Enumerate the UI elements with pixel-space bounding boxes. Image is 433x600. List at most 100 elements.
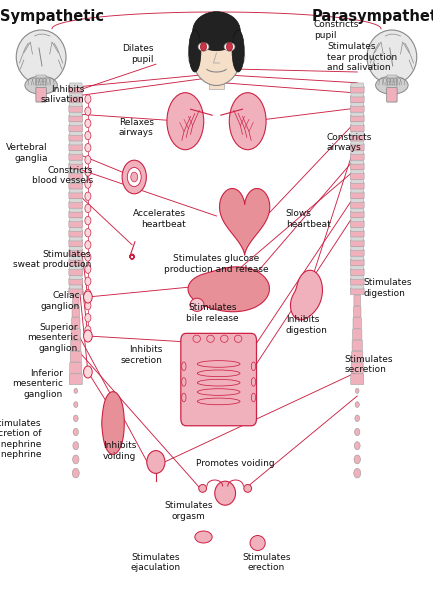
Circle shape xyxy=(85,253,91,261)
Circle shape xyxy=(355,401,359,407)
Bar xyxy=(387,82,397,85)
Circle shape xyxy=(85,326,91,334)
FancyBboxPatch shape xyxy=(69,154,83,160)
FancyBboxPatch shape xyxy=(69,236,82,241)
FancyBboxPatch shape xyxy=(350,96,364,103)
FancyBboxPatch shape xyxy=(69,179,82,184)
FancyBboxPatch shape xyxy=(350,192,364,199)
Ellipse shape xyxy=(193,335,200,343)
FancyBboxPatch shape xyxy=(351,160,364,164)
FancyBboxPatch shape xyxy=(69,265,82,270)
FancyBboxPatch shape xyxy=(351,140,364,145)
Bar xyxy=(36,82,46,85)
Text: Sympathetic: Sympathetic xyxy=(0,9,104,24)
Bar xyxy=(36,92,46,95)
FancyBboxPatch shape xyxy=(69,150,82,155)
Text: Inferior
mesenteric
ganglion: Inferior mesenteric ganglion xyxy=(12,369,63,399)
Text: Constricts
pupil: Constricts pupil xyxy=(314,20,359,40)
FancyBboxPatch shape xyxy=(350,154,364,160)
FancyBboxPatch shape xyxy=(350,125,364,131)
Circle shape xyxy=(74,415,78,422)
Polygon shape xyxy=(188,267,269,312)
FancyBboxPatch shape xyxy=(351,208,364,212)
FancyBboxPatch shape xyxy=(69,202,83,208)
Circle shape xyxy=(85,168,91,176)
FancyBboxPatch shape xyxy=(351,188,364,193)
Circle shape xyxy=(85,180,91,188)
FancyBboxPatch shape xyxy=(351,275,364,280)
Ellipse shape xyxy=(147,451,165,473)
FancyBboxPatch shape xyxy=(69,134,83,141)
Circle shape xyxy=(127,167,141,187)
Ellipse shape xyxy=(193,11,240,50)
FancyBboxPatch shape xyxy=(69,102,82,107)
FancyBboxPatch shape xyxy=(69,169,82,174)
FancyBboxPatch shape xyxy=(69,217,82,222)
Bar xyxy=(387,79,397,82)
Ellipse shape xyxy=(25,76,57,94)
FancyBboxPatch shape xyxy=(351,227,364,232)
Text: Inhibits
voiding: Inhibits voiding xyxy=(103,442,136,461)
Polygon shape xyxy=(291,270,323,320)
FancyBboxPatch shape xyxy=(69,188,82,193)
Text: Stimulates
erection: Stimulates erection xyxy=(242,553,291,572)
FancyBboxPatch shape xyxy=(350,106,364,112)
FancyBboxPatch shape xyxy=(69,121,82,126)
FancyBboxPatch shape xyxy=(350,269,364,275)
FancyBboxPatch shape xyxy=(351,284,364,289)
Circle shape xyxy=(73,442,79,450)
FancyBboxPatch shape xyxy=(69,83,82,88)
Circle shape xyxy=(355,428,360,436)
FancyBboxPatch shape xyxy=(69,275,82,280)
Ellipse shape xyxy=(239,50,245,64)
Text: Stimulates
bile release: Stimulates bile release xyxy=(186,304,239,323)
FancyBboxPatch shape xyxy=(350,163,364,170)
Text: Relaxes
airways: Relaxes airways xyxy=(119,118,154,137)
FancyBboxPatch shape xyxy=(351,83,364,88)
FancyBboxPatch shape xyxy=(352,329,362,340)
FancyBboxPatch shape xyxy=(69,240,83,247)
FancyBboxPatch shape xyxy=(352,352,363,362)
Circle shape xyxy=(85,131,91,140)
Circle shape xyxy=(85,277,91,286)
FancyBboxPatch shape xyxy=(69,250,83,256)
Polygon shape xyxy=(102,392,124,454)
Ellipse shape xyxy=(367,30,417,84)
FancyBboxPatch shape xyxy=(69,163,83,170)
FancyBboxPatch shape xyxy=(350,202,364,208)
Bar xyxy=(36,79,46,82)
Ellipse shape xyxy=(198,43,209,51)
Text: Parasympathetic: Parasympathetic xyxy=(311,9,433,24)
Text: Inhibits
salivation: Inhibits salivation xyxy=(41,85,84,104)
Bar xyxy=(36,85,46,88)
FancyBboxPatch shape xyxy=(69,221,83,227)
FancyBboxPatch shape xyxy=(69,192,83,199)
FancyBboxPatch shape xyxy=(350,250,364,256)
Circle shape xyxy=(72,469,79,478)
FancyBboxPatch shape xyxy=(69,256,82,260)
FancyBboxPatch shape xyxy=(69,198,82,203)
FancyBboxPatch shape xyxy=(350,278,364,285)
Circle shape xyxy=(354,442,360,450)
Bar xyxy=(387,89,397,92)
Text: Superior
mesenteric
ganglion: Superior mesenteric ganglion xyxy=(27,323,78,353)
Circle shape xyxy=(85,143,91,152)
Ellipse shape xyxy=(182,377,186,386)
FancyBboxPatch shape xyxy=(351,246,364,251)
FancyBboxPatch shape xyxy=(351,374,364,385)
Circle shape xyxy=(85,204,91,212)
Circle shape xyxy=(355,415,359,422)
Bar xyxy=(387,92,397,95)
Polygon shape xyxy=(220,188,270,255)
Ellipse shape xyxy=(215,481,236,505)
FancyBboxPatch shape xyxy=(350,288,364,295)
Circle shape xyxy=(355,388,359,394)
FancyBboxPatch shape xyxy=(351,102,364,107)
Ellipse shape xyxy=(190,298,204,311)
FancyBboxPatch shape xyxy=(69,246,82,251)
Circle shape xyxy=(85,192,91,200)
Text: Accelerates
heartbeat: Accelerates heartbeat xyxy=(133,209,186,229)
Ellipse shape xyxy=(244,485,252,492)
FancyBboxPatch shape xyxy=(350,182,364,189)
Ellipse shape xyxy=(189,30,201,72)
